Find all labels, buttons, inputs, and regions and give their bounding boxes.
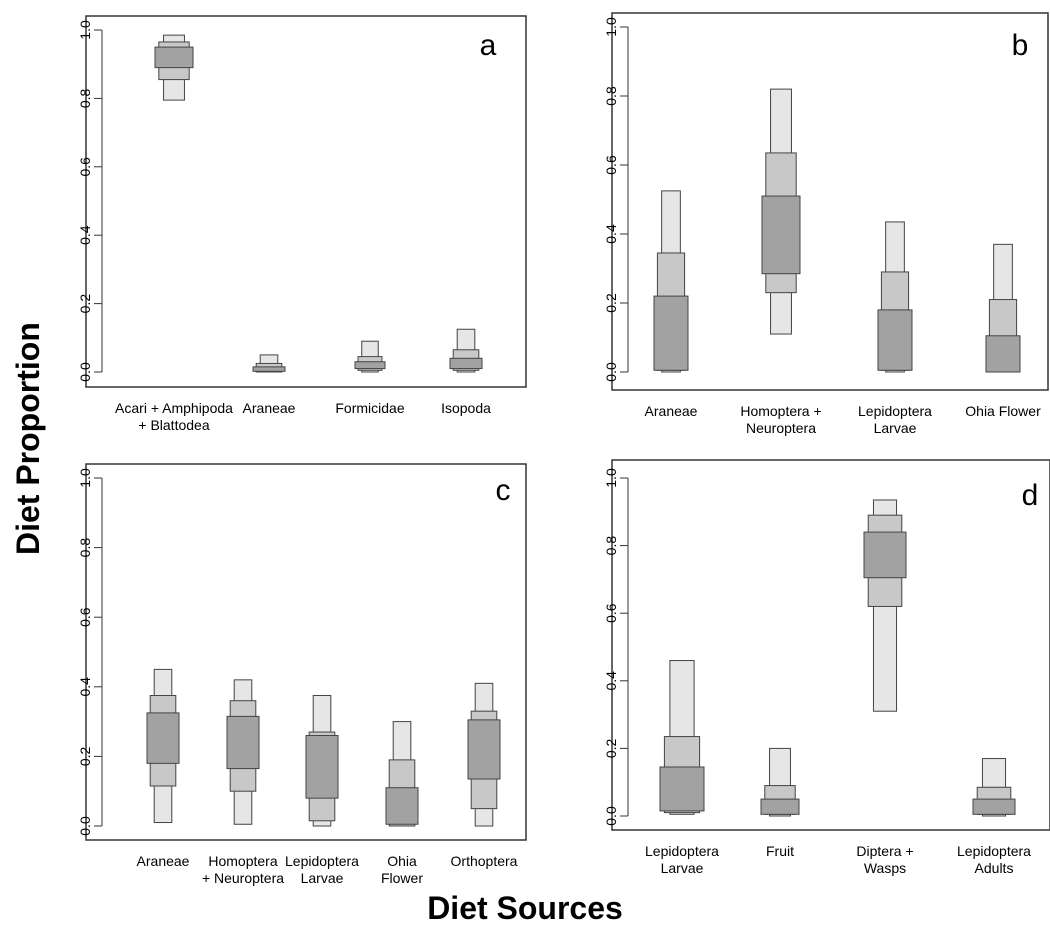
y-tick-label: 0.4 (603, 671, 619, 691)
y-tick-label: 0.8 (603, 86, 619, 106)
category-label: Lepidoptera Larvae (645, 843, 719, 876)
category-label-line: Lepidoptera (645, 843, 719, 859)
interval-box-q50 (877, 309, 913, 371)
y-tick-label: 0.2 (603, 293, 619, 313)
plot-frame (85, 15, 527, 388)
category-label-line: Acari + Amphipoda (115, 400, 233, 416)
interval-box-q50 (659, 766, 705, 812)
y-tick-label: 0.0 (77, 362, 93, 382)
category-label: Homoptera + Neuroptera (202, 853, 284, 886)
interval-box-q50 (154, 46, 194, 69)
y-tick-label: 0.2 (77, 294, 93, 314)
category-label: Acari + Amphipoda + Blattodea (115, 400, 233, 433)
category-label: Araneae (243, 400, 296, 416)
category-label-line: Neuroptera (746, 420, 816, 436)
y-tick-label: 1.0 (603, 468, 619, 488)
category-label: Homoptera + Neuroptera (740, 403, 821, 436)
category-label-line: Lepidoptera (285, 853, 359, 869)
plot-frame (85, 463, 527, 841)
y-tick-label: 0.4 (77, 225, 93, 245)
category-label: Lepidoptera Adults (957, 843, 1031, 876)
category-label-line: Lepidoptera (858, 403, 932, 419)
category-label-line: Araneae (243, 400, 296, 416)
panel-label: c (496, 474, 511, 507)
panel-label: b (1012, 29, 1029, 62)
panel-b: 0.0 0.2 0.4 0.6 0.8 1.0 b Araneae Homoptera + Neu… (603, 12, 1049, 436)
panel-a: 0.0 0.2 0.4 0.6 0.8 1.0 a Acari + Amphipoda + Bl… (77, 15, 527, 433)
interval-box-q50 (985, 335, 1021, 373)
category-label-line: Larvae (874, 420, 917, 436)
category-label-line: Diptera + (856, 843, 913, 859)
interval-box-q50 (761, 195, 801, 275)
y-tick-label: 0.2 (603, 738, 619, 758)
category-label: Ohia Flower (965, 403, 1041, 419)
category-label-line: Larvae (661, 860, 704, 876)
category-label-line: Wasps (864, 860, 906, 876)
category-label: Diptera + Wasps (856, 843, 913, 876)
interval-box-q50 (760, 798, 800, 815)
y-tick-label: 0.4 (77, 677, 93, 697)
panel-label: a (480, 29, 497, 62)
category-label: Araneae (645, 403, 698, 419)
interval-box-q50 (449, 357, 483, 370)
interval-box-q50 (226, 715, 260, 770)
y-tick-label: 0.2 (77, 746, 93, 766)
category-label: Lepidoptera Larvae (285, 853, 359, 886)
category-label-line: Fruit (766, 843, 794, 859)
plot-frame (611, 12, 1049, 391)
y-tick-label: 1.0 (603, 17, 619, 37)
category-label: Ohia Flower (381, 853, 423, 886)
category-label-line: Ohia Flower (965, 403, 1041, 419)
category-label-line: Ohia (387, 853, 417, 869)
interval-box-q50 (146, 712, 180, 764)
category-label-line: + Neuroptera (202, 870, 284, 886)
y-tick-label: 0.6 (603, 155, 619, 175)
category-label-line: Homoptera (208, 853, 277, 869)
category-label-line: + Blattodea (138, 417, 209, 433)
category-label-line: Araneae (137, 853, 190, 869)
interval-box-q50 (653, 295, 689, 371)
y-tick-label: 1.0 (77, 468, 93, 488)
y-tick-label: 0.4 (603, 224, 619, 244)
x-axis-title: Diet Sources (427, 890, 623, 926)
y-tick-label: 0.0 (603, 806, 619, 826)
interval-box-q50 (354, 361, 386, 370)
category-label-line: Orthoptera (451, 853, 518, 869)
interval-box-q50 (863, 531, 907, 579)
interval-box-q50 (252, 366, 286, 372)
y-tick-label: 0.6 (77, 607, 93, 627)
panel-c: 0.0 0.2 0.4 0.6 0.8 1.0 c Araneae Homoptera + Neu… (77, 463, 527, 886)
category-label-line: Formicidae (335, 400, 404, 416)
category-label: Lepidoptera Larvae (858, 403, 932, 436)
y-tick-label: 0.8 (77, 538, 93, 558)
y-tick-label: 1.0 (77, 20, 93, 40)
plot-frame (611, 459, 1050, 831)
y-tick-label: 0.6 (603, 603, 619, 623)
category-label-line: Adults (975, 860, 1014, 876)
category-label: Orthoptera (451, 853, 518, 869)
y-tick-label: 0.0 (603, 362, 619, 382)
category-label: Araneae (137, 853, 190, 869)
category-label-line: Larvae (301, 870, 344, 886)
category-label-line: Homoptera + (740, 403, 821, 419)
interval-box-q50 (385, 787, 419, 825)
category-label-line: Flower (381, 870, 423, 886)
category-label-line: Lepidoptera (957, 843, 1031, 859)
category-label-line: Araneae (645, 403, 698, 419)
y-tick-label: 0.0 (77, 816, 93, 836)
category-label: Isopoda (441, 400, 491, 416)
panel-label: d (1022, 479, 1039, 512)
category-label-line: Isopoda (441, 400, 491, 416)
category-label: Formicidae (335, 400, 404, 416)
y-tick-label: 0.6 (77, 157, 93, 177)
category-label: Fruit (766, 843, 794, 859)
interval-box-q50 (972, 798, 1016, 815)
interval-box-q50 (305, 735, 339, 799)
interval-box-q50 (467, 719, 501, 780)
y-tick-label: 0.8 (603, 536, 619, 556)
y-tick-label: 0.8 (77, 88, 93, 108)
